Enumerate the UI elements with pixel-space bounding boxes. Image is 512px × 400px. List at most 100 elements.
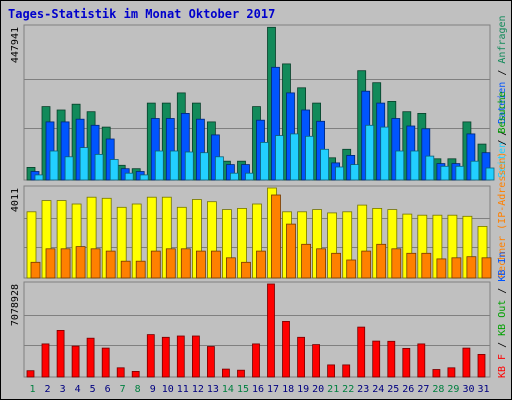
bar-middle-2-day-12	[195, 250, 206, 279]
bar-middle-2-day-17	[271, 194, 281, 279]
bar-top-3-day-3	[64, 156, 74, 181]
x-tick-label-day-29: 29	[447, 384, 459, 395]
legend-separator: /	[497, 282, 508, 300]
x-tick-label-day-21: 21	[327, 384, 339, 395]
bar-top-3-day-20	[320, 148, 330, 181]
bar-top-3-day-2	[49, 150, 59, 181]
legend-separator: /	[497, 134, 508, 152]
x-tick-label-day-6: 6	[105, 384, 111, 395]
bar-middle-2-day-10	[165, 248, 176, 279]
bar-bottom-1-day-2	[41, 343, 50, 378]
bar-top-3-day-1	[34, 174, 44, 181]
x-tick-label-day-28: 28	[432, 384, 444, 395]
x-tick-label-day-22: 22	[342, 384, 354, 395]
legend-separator: /	[497, 64, 508, 82]
bar-bottom-1-day-8	[131, 370, 140, 378]
bar-bottom-1-day-13	[206, 346, 215, 378]
legend-separator: /	[497, 336, 508, 354]
bar-bottom-1-day-12	[191, 335, 200, 378]
x-tick-label-day-20: 20	[312, 384, 324, 395]
x-tick-label-day-5: 5	[90, 384, 96, 395]
bar-top-3-day-27	[425, 155, 435, 181]
bar-bottom-1-day-30	[462, 347, 471, 378]
bar-bottom-1-day-21	[327, 364, 336, 378]
bar-middle-2-day-23	[361, 250, 372, 279]
bar-bottom-1-day-29	[447, 367, 456, 378]
bar-middle-2-day-25	[391, 248, 402, 279]
bar-top-3-day-10	[169, 150, 179, 181]
bar-middle-2-day-24	[376, 243, 387, 279]
bar-middle-2-day-11	[180, 248, 191, 279]
bar-bottom-1-day-22	[342, 364, 351, 378]
bar-top-3-day-9	[154, 150, 164, 181]
bar-middle-2-day-31	[481, 257, 492, 279]
bar-middle-2-day-7	[120, 260, 131, 279]
x-tick-label-day-17: 17	[267, 384, 279, 395]
y-max-label-top: 447941	[10, 27, 21, 63]
x-tick-label-day-2: 2	[44, 384, 50, 395]
bar-top-3-day-14	[229, 172, 239, 181]
bar-bottom-1-day-7	[116, 367, 125, 378]
legend-rechner: Rechner (IP-Adressen)	[497, 152, 508, 278]
bar-middle-2-day-13	[210, 250, 221, 279]
bar-bottom-1-day-20	[312, 344, 321, 378]
bar-bottom-1-day-4	[71, 345, 80, 378]
bar-top-3-day-4	[79, 147, 89, 181]
bar-bottom-1-day-16	[252, 343, 260, 378]
bar-bottom-1-day-15	[237, 369, 245, 378]
bar-middle-2-day-9	[150, 250, 161, 279]
bar-top-3-day-24	[380, 126, 390, 181]
x-tick-label-day-4: 4	[75, 384, 81, 395]
legend-top: Seiten / Dateien / Anfragen	[497, 15, 508, 178]
bar-top-3-day-8	[139, 174, 149, 181]
bar-bottom-1-day-9	[146, 334, 155, 378]
x-tick-label-day-14: 14	[222, 384, 234, 395]
legend-seiten: Seiten	[497, 142, 508, 178]
bar-top-3-day-18	[290, 133, 299, 181]
bar-middle-2-day-2	[45, 248, 56, 279]
bar-bottom-1-day-31	[477, 353, 486, 378]
y-max-label-bottom: 7078928	[10, 284, 21, 326]
bar-top-3-day-22	[350, 164, 360, 181]
bar-middle-2-day-28	[436, 258, 447, 279]
x-tick-label-day-30: 30	[462, 384, 474, 395]
legend-middle: Rechner (IP-Adressen) / Besuche	[497, 91, 508, 278]
x-tick-label-day-23: 23	[357, 384, 369, 395]
x-tick-label-day-24: 24	[372, 384, 384, 395]
bar-middle-2-day-30	[466, 256, 477, 279]
bar-middle-2-day-18	[286, 223, 296, 279]
bar-top-3-day-21	[335, 166, 345, 181]
legend-dateien: Dateien	[497, 82, 508, 124]
bar-middle-2-day-15	[241, 261, 251, 279]
bar-middle-2-day-19	[301, 243, 312, 279]
bar-middle-2-day-22	[346, 259, 357, 279]
bar-top-3-day-6	[109, 159, 119, 181]
bar-top-3-day-19	[305, 135, 315, 181]
bar-middle-2-day-8	[135, 260, 146, 279]
bar-bottom-1-day-26	[402, 347, 411, 378]
legend-kbin: KB In	[497, 252, 508, 282]
bar-bottom-1-day-18	[282, 320, 290, 378]
legend-anfragen: Anfragen	[497, 15, 508, 63]
bar-top-3-day-7	[124, 172, 134, 181]
bar-bottom-1-day-14	[221, 368, 230, 378]
bar-top-3-day-17	[275, 135, 284, 181]
y-max-label-middle: 4011	[10, 188, 21, 212]
legend-bottom: KB F / KB Out / KB In	[497, 252, 508, 378]
x-tick-label-day-16: 16	[252, 384, 264, 395]
x-tick-label-day-11: 11	[177, 384, 189, 395]
bar-bottom-1-day-25	[387, 340, 396, 378]
x-tick-label-day-19: 19	[297, 384, 309, 395]
bar-bottom-1-day-17	[267, 283, 275, 378]
bar-bottom-1-day-23	[357, 326, 366, 378]
bar-top-3-day-30	[470, 160, 480, 181]
x-tick-label-day-7: 7	[120, 384, 126, 395]
bar-bottom-1-day-11	[176, 335, 185, 378]
x-tick-label-day-9: 9	[150, 384, 156, 395]
x-tick-label-day-1: 1	[29, 384, 35, 395]
bar-bottom-1-day-19	[297, 336, 306, 378]
bar-top-3-day-12	[199, 152, 209, 181]
bar-middle-2-day-6	[105, 250, 116, 279]
bar-bottom-1-day-27	[417, 343, 426, 378]
bar-middle-2-day-5	[90, 248, 101, 279]
